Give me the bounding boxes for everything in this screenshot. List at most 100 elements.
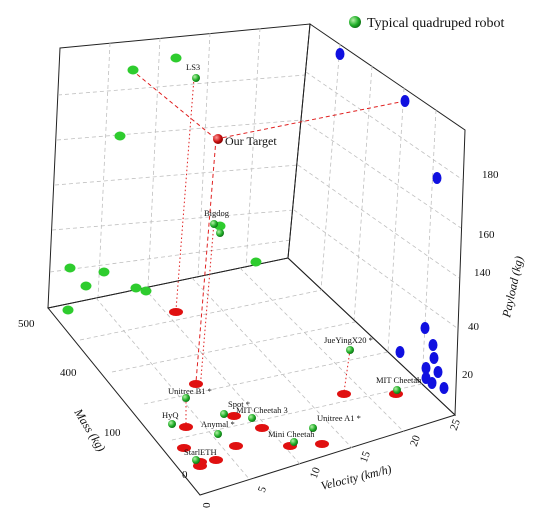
legend-label: Typical quadruped robot — [367, 16, 505, 31]
back-left-wall — [47, 23, 311, 309]
floor-frame — [47, 257, 456, 496]
grid-line — [95, 297, 251, 481]
wall-projection-green — [64, 263, 76, 273]
projection-marks — [62, 48, 449, 470]
robot-marker — [220, 410, 228, 418]
floor-projection-red — [179, 423, 193, 431]
grid-line — [49, 239, 292, 273]
wall-projection-blue — [421, 362, 431, 374]
grid-line — [51, 209, 295, 231]
floor-projection-red — [337, 390, 351, 398]
grid-line — [297, 164, 460, 279]
grid-line — [54, 164, 299, 186]
grid-line — [197, 32, 211, 279]
payload-tick: 140 — [474, 267, 491, 279]
floor-projection-red — [189, 380, 203, 388]
floor-projection-red — [255, 424, 269, 432]
target-guide-to-floor — [195, 138, 217, 383]
wall-projection-blue — [395, 346, 405, 358]
floor-projection-red — [193, 462, 207, 470]
wall-projection-blue — [433, 366, 443, 378]
robot-marker — [346, 346, 354, 354]
target-marker — [213, 134, 223, 144]
wall-projection-green — [170, 53, 182, 63]
floor-projection-red — [315, 440, 329, 448]
payload-axis-title: Payload (kg) — [499, 255, 526, 320]
grid-line — [79, 289, 323, 341]
mass-axis-ticks: 500 400 100 0 — [18, 318, 188, 481]
wall-projection-green — [114, 131, 126, 141]
payload-tick: 180 — [482, 169, 499, 181]
robot-marker — [290, 438, 298, 446]
robot-label: Mini Cheetah — [268, 429, 315, 439]
grid-line — [421, 109, 437, 385]
target-guide-to-left-wall — [132, 70, 217, 140]
robot-marker — [192, 456, 200, 464]
grid-line — [239, 267, 405, 433]
robot-label: Bigdog — [204, 208, 230, 218]
robot-marker — [210, 220, 218, 228]
velocity-tick: 5 — [256, 484, 269, 494]
robot-label: Unitree A1 * — [317, 413, 361, 423]
grid-line — [305, 71, 464, 181]
drop-line-ls3 — [175, 77, 195, 311]
robot-marker — [216, 229, 224, 237]
robot-markers: LS3 Bigdog JueYingX20 * MIT Cheetah Unitree … — [162, 62, 422, 464]
back-right-wall-frame — [287, 23, 466, 417]
velocity-tick: 25 — [448, 417, 463, 432]
floor-projection-red — [177, 444, 191, 452]
back-right-wall — [287, 23, 466, 417]
robot-label: MIT Cheetah — [376, 375, 422, 385]
grid-line — [320, 43, 341, 291]
robot-marker — [248, 414, 256, 422]
mass-axis-title: Mass (kg) — [71, 405, 109, 454]
target-point: Our Target — [213, 134, 277, 148]
velocity-tick: 0 — [201, 502, 213, 508]
robot-label: StarlETH — [184, 447, 217, 457]
grid-line — [147, 37, 161, 289]
robot-label: MIT Cheetah 3 — [236, 405, 288, 415]
mass-tick: 500 — [18, 318, 35, 330]
wall-projection-green — [98, 267, 110, 277]
wall-projection-green — [130, 283, 142, 293]
robot-label: HyQ — [162, 410, 179, 420]
payload-tick: 20 — [462, 369, 474, 381]
drop-line-jueying — [343, 349, 351, 393]
mass-tick: 0 — [182, 469, 188, 481]
wall-projection-blue — [335, 48, 345, 60]
grid-line — [97, 42, 111, 299]
wall-projection-green — [140, 286, 152, 296]
grid-line — [387, 87, 405, 353]
robot-marker — [182, 394, 190, 402]
robot-marker — [393, 386, 401, 394]
wall-projection-blue — [432, 172, 442, 184]
robot-label: Unitree B1 * — [168, 386, 212, 396]
robot-marker — [309, 424, 317, 432]
robot-label: Spot * — [228, 399, 250, 409]
grid-line — [293, 209, 458, 329]
grid-line — [56, 119, 303, 141]
payload-tick: 160 — [478, 229, 495, 241]
robot-marker — [192, 74, 200, 82]
floor-projection-red — [227, 412, 241, 420]
velocity-axis-title: Velocity (km/h) — [319, 462, 393, 493]
robot-marker — [214, 430, 222, 438]
robot-label: Anymal * — [201, 419, 235, 429]
wall-projection-green — [250, 257, 262, 267]
wall-projection-blue — [439, 382, 449, 394]
mass-tick: 100 — [104, 427, 121, 439]
payload-tick: 40 — [468, 321, 480, 333]
wall-projection-green — [127, 65, 139, 75]
grid-line — [171, 383, 423, 441]
back-left-wall-frame — [47, 23, 311, 309]
wall-projection-blue — [428, 339, 438, 351]
mass-tick: 400 — [60, 367, 77, 379]
wall-projection-blue — [420, 322, 430, 334]
grid-line — [57, 74, 306, 96]
wall-projection-green — [62, 305, 74, 315]
drop-line-bigdog — [199, 221, 215, 391]
grid-line — [111, 321, 356, 373]
legend-marker — [349, 16, 361, 28]
wall-projection-blue — [429, 352, 439, 364]
